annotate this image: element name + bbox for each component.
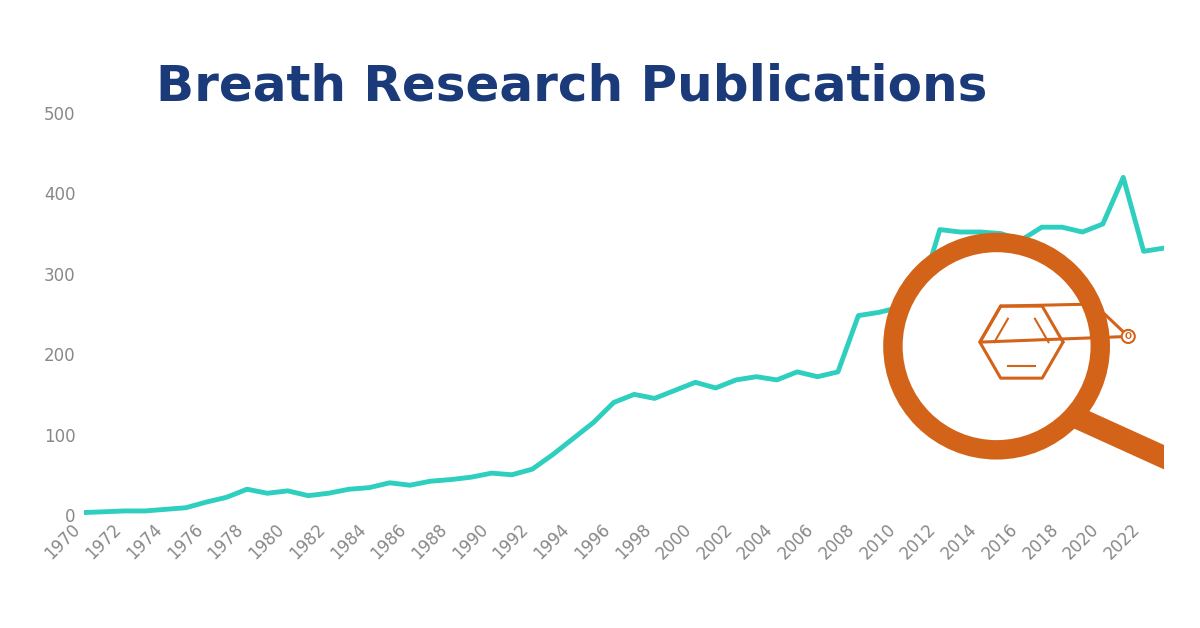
Text: O: O (1124, 332, 1132, 341)
Ellipse shape (902, 252, 1091, 440)
Ellipse shape (883, 233, 1110, 460)
Ellipse shape (1122, 330, 1135, 343)
Text: Breath Research Publications: Breath Research Publications (156, 63, 988, 111)
